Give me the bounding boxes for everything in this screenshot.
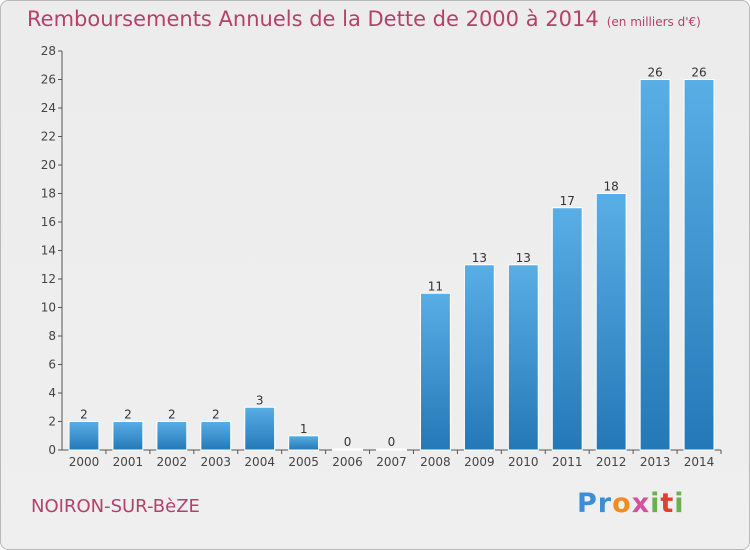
bar	[463, 264, 495, 451]
bar	[419, 292, 451, 451]
x-tick-label: 2006	[332, 455, 363, 469]
x-tick-label: 2008	[420, 455, 451, 469]
bar	[595, 193, 627, 451]
bar-value-label: 13	[516, 251, 531, 265]
y-tick-label: 24	[41, 101, 56, 115]
chart-title: Remboursements Annuels de la Dette de 20…	[27, 7, 701, 31]
y-tick-label: 22	[41, 130, 56, 144]
bar	[112, 421, 144, 451]
bar	[376, 448, 407, 451]
y-tick-label: 20	[41, 158, 56, 172]
bar-value-label: 13	[472, 251, 487, 265]
x-tick-label: 2012	[596, 455, 627, 469]
bar	[683, 79, 715, 451]
y-tick-label: 10	[41, 301, 56, 315]
x-tick-label: 2004	[244, 455, 275, 469]
x-tick-label: 2005	[288, 455, 319, 469]
x-tick-label: 2011	[552, 455, 583, 469]
x-tick-label: 2000	[69, 455, 100, 469]
bar	[288, 435, 320, 451]
bar	[156, 421, 188, 451]
bar-value-label: 2	[212, 408, 220, 422]
bar	[551, 207, 583, 451]
bars	[68, 79, 715, 451]
unit-label: (en milliers d'€)	[606, 15, 701, 29]
y-tick-label: 26	[41, 73, 56, 87]
bar	[200, 421, 232, 451]
bar-value-label: 2	[80, 408, 88, 422]
x-tick-label: 2010	[508, 455, 539, 469]
y-tick-label: 4	[48, 386, 56, 400]
y-tick-label: 2	[48, 415, 56, 429]
bar-value-label: 0	[388, 435, 396, 449]
bar	[332, 448, 364, 451]
x-tick-label: 2014	[684, 455, 715, 469]
y-tick-label: 0	[48, 443, 56, 457]
y-tick-label: 8	[48, 329, 56, 343]
bar-value-label: 17	[560, 194, 575, 208]
x-tick-label: 2009	[464, 455, 495, 469]
x-tick-label: 2002	[157, 455, 188, 469]
bar	[244, 406, 276, 451]
y-tick-label: 18	[41, 187, 56, 201]
bar-value-label: 2	[124, 408, 132, 422]
x-tick-label: 2007	[376, 455, 407, 469]
bar-value-label: 0	[344, 435, 352, 449]
x-tick-label: 2001	[113, 455, 144, 469]
x-tick-label: 2013	[640, 455, 671, 469]
bar-value-label: 1	[300, 422, 308, 436]
data-labels: 2 2 2 2 3 1 0 0 11 13 13 17 18 26 26	[80, 66, 707, 450]
bar	[68, 421, 100, 451]
y-tick-label: 16	[41, 215, 56, 229]
bar	[507, 264, 539, 451]
bar-value-label: 2	[168, 408, 176, 422]
y-tick-label: 12	[41, 272, 56, 286]
bar-value-label: 18	[604, 180, 619, 194]
y-tick-label: 6	[48, 358, 56, 372]
y-tick-label: 14	[41, 244, 56, 258]
bar-value-label: 26	[647, 66, 662, 80]
bar-value-label: 11	[428, 279, 443, 293]
bar-value-label: 3	[256, 393, 264, 407]
y-tick-label: 28	[41, 44, 56, 58]
x-tick-label: 2003	[200, 455, 231, 469]
proxiti-logo: Proxiti	[577, 488, 685, 519]
title-text: Remboursements Annuels de la Dette de 20…	[27, 7, 599, 31]
bar-value-label: 26	[691, 66, 706, 80]
bar	[639, 79, 671, 451]
place-name: NOIRON-SUR-BèZE	[31, 496, 200, 517]
